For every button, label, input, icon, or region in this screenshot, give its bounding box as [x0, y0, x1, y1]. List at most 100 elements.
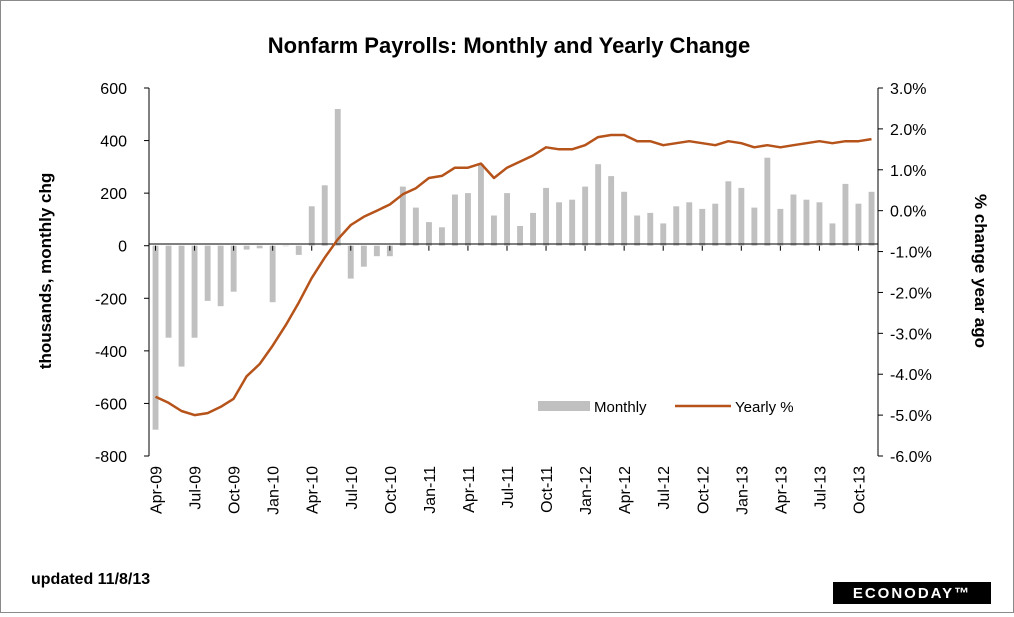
right-tick-label: 3.0% — [890, 81, 926, 98]
right-tick-label: -5.0% — [890, 408, 932, 425]
left-tick-label: -600 — [95, 396, 127, 413]
left-axis-label: thousands, monthly chg — [36, 173, 55, 369]
monthly-bar — [855, 203, 862, 246]
x-tick-label: Jan-13 — [734, 466, 751, 515]
monthly-bar — [230, 245, 237, 292]
monthly-bar — [699, 208, 706, 246]
monthly-bar — [777, 208, 784, 246]
monthly-bar — [621, 191, 628, 246]
right-tick-label: -6.0% — [890, 449, 932, 466]
monthly-bar — [269, 245, 276, 303]
monthly-bar — [569, 199, 576, 246]
monthly-bar — [152, 245, 159, 430]
monthly-bar — [334, 109, 341, 246]
monthly-bar — [373, 245, 380, 257]
monthly-bar — [543, 187, 549, 246]
x-tick-label: Jul-13 — [812, 466, 829, 510]
x-tick-label: Apr-13 — [773, 466, 790, 514]
x-tick-label: Jul-11 — [500, 466, 517, 508]
left-tick-label: -400 — [95, 344, 127, 361]
left-tick-label: 600 — [100, 81, 127, 98]
left-tick-label: 0 — [118, 239, 127, 256]
monthly-bars — [152, 109, 875, 430]
right-tick-label: 2.0% — [890, 122, 926, 139]
monthly-bar — [282, 245, 289, 247]
right-tick-label: 1.0% — [890, 163, 926, 180]
right-tick-label: 0.0% — [890, 204, 926, 221]
x-tick-label: Jan-11 — [422, 466, 439, 514]
legend-monthly-label: Monthly — [594, 399, 647, 416]
monthly-bar — [556, 202, 562, 246]
monthly-bar — [517, 226, 523, 246]
x-ticks: Apr-09 Jul-09 Oct-09 Jan-10 Apr-10 Jul-10 Oct-… — [149, 245, 869, 515]
right-tick-label: -1.0% — [890, 245, 932, 262]
right-tick-label: -3.0% — [890, 326, 932, 343]
monthly-bar — [712, 203, 719, 246]
left-tick-label: -200 — [95, 291, 127, 308]
x-tick-label: Oct-12 — [695, 466, 712, 514]
monthly-bar — [178, 245, 185, 367]
x-tick-label: Apr-11 — [461, 466, 478, 513]
x-tick-label: Jul-12 — [656, 466, 673, 510]
monthly-bar — [465, 193, 471, 246]
monthly-bar — [868, 191, 875, 246]
right-axis-label: % change year ago — [971, 194, 990, 348]
monthly-bar — [256, 245, 263, 249]
x-tick-label: Jan-10 — [266, 466, 283, 515]
x-tick-label: Jul-09 — [188, 466, 205, 510]
monthly-bar — [582, 186, 589, 246]
right-tick-label: -4.0% — [890, 367, 932, 384]
monthly-bar — [725, 181, 732, 246]
x-tick-label: Oct-13 — [852, 466, 869, 514]
monthly-bar — [165, 245, 172, 338]
yearly-line — [154, 133, 872, 417]
monthly-bar — [829, 223, 836, 246]
monthly-bar — [295, 245, 302, 255]
monthly-bar — [738, 187, 745, 246]
monthly-bar — [842, 183, 849, 246]
econoday-logo-text: ECONODAY™ — [853, 585, 971, 602]
left-tick-label: -800 — [95, 449, 127, 466]
monthly-bar — [491, 215, 497, 246]
monthly-bar — [764, 157, 771, 246]
x-tick-label: Oct-09 — [227, 466, 244, 514]
monthly-bar — [686, 202, 693, 246]
monthly-bar — [595, 164, 602, 246]
monthly-bar — [751, 207, 758, 246]
x-tick-label: Jul-10 — [344, 466, 361, 510]
monthly-bar — [790, 194, 797, 246]
monthly-bar — [426, 222, 432, 246]
x-tick-label: Oct-10 — [383, 466, 400, 514]
left-ticks: 600 400 200 0 -200 -400 -600 -800 — [95, 81, 149, 466]
legend: Monthly Yearly % — [538, 399, 794, 416]
left-tick-label: 400 — [100, 134, 127, 151]
monthly-bar — [308, 206, 315, 246]
legend-yearly-label: Yearly % — [735, 399, 794, 416]
monthly-bar — [439, 227, 445, 246]
monthly-bar — [204, 245, 211, 301]
monthly-bar — [191, 245, 198, 338]
chart-title: Nonfarm Payrolls: Monthly and Yearly Cha… — [268, 33, 751, 58]
monthly-bar — [634, 215, 641, 246]
x-tick-label: Oct-11 — [539, 466, 556, 513]
monthly-bar — [243, 245, 250, 250]
x-tick-label: Jan-12 — [578, 466, 595, 515]
monthly-bar — [608, 176, 615, 246]
updated-date: updated 11/8/13 — [31, 571, 150, 588]
monthly-bar — [386, 245, 393, 257]
monthly-bar — [478, 164, 484, 246]
monthly-bar — [217, 245, 224, 307]
monthly-bar — [647, 212, 654, 246]
legend-monthly-swatch — [538, 401, 590, 411]
monthly-bar — [803, 199, 810, 246]
left-tick-label: 200 — [100, 186, 127, 203]
monthly-bar — [347, 245, 354, 279]
x-tick-label: Apr-09 — [149, 466, 166, 514]
monthly-bar — [530, 212, 536, 246]
monthly-bar — [504, 193, 510, 246]
x-tick-label: Apr-12 — [617, 466, 634, 514]
monthly-bar — [673, 206, 680, 246]
monthly-bar — [360, 245, 367, 267]
